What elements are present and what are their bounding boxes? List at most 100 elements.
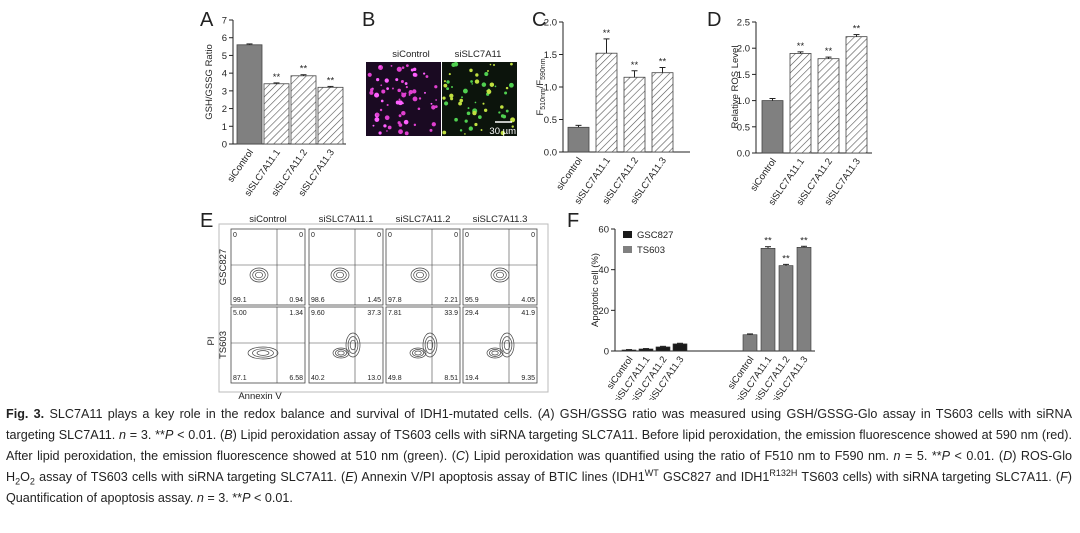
contour: [491, 350, 499, 356]
cell: [374, 92, 380, 98]
cell: [510, 117, 516, 123]
cell: [466, 111, 471, 116]
cell: [403, 119, 409, 125]
caption-part: GSC827 and IDH1: [658, 470, 770, 484]
caption-part: D: [1003, 449, 1013, 463]
flow-plot: [462, 228, 538, 306]
cell: [467, 107, 470, 110]
legend-label: TS603: [637, 245, 665, 256]
contour: [486, 347, 504, 359]
caption-part: WT: [644, 467, 659, 478]
cell: [434, 85, 438, 89]
bar: [621, 349, 637, 352]
cell: [412, 72, 417, 77]
cell: [505, 109, 509, 113]
quadrant-value: 0: [465, 232, 469, 239]
quadrant-value: 13.0: [367, 375, 381, 382]
bar: [760, 248, 776, 352]
cell: [401, 66, 405, 69]
contour: [503, 339, 511, 351]
cell: [461, 96, 463, 99]
bar: [761, 100, 784, 154]
quadrant-value: 0: [388, 232, 392, 239]
cell: [450, 97, 454, 101]
cell: [459, 98, 464, 103]
contour: [347, 336, 359, 354]
quadrant-value: 98.6: [311, 297, 325, 304]
cell: [412, 89, 417, 94]
cell: [489, 82, 495, 87]
contour: [410, 267, 430, 283]
cell: [408, 89, 413, 95]
y-tick-label: 0.0: [737, 149, 750, 160]
contour: [345, 332, 361, 358]
contour: [501, 336, 513, 354]
quadrant-value: 1.34: [289, 310, 303, 317]
y-axis-label: GSH/GSSG Ratio: [204, 44, 215, 120]
cell: [486, 89, 492, 95]
y-tick-label: 0.5: [737, 122, 750, 133]
micrograph: [442, 62, 517, 136]
cell: [395, 78, 399, 82]
y-axis-label-part: /F: [535, 80, 546, 89]
quadrant-value: 41.9: [521, 310, 535, 317]
significance: **: [853, 24, 861, 35]
quadrant-value: 97.8: [388, 297, 402, 304]
cell: [511, 125, 514, 128]
cell: [412, 67, 417, 72]
quadrant-value: 99.1: [233, 297, 247, 304]
flow-plot: [230, 306, 306, 384]
y-tick-label: 1: [222, 122, 227, 133]
quadrant-value: 9.60: [311, 310, 325, 317]
contour: [490, 267, 510, 283]
y-tick-label: 2.5: [737, 18, 750, 29]
cell: [494, 85, 497, 88]
cell: [469, 68, 473, 73]
quadrant-value: 0: [233, 232, 237, 239]
cell: [489, 63, 492, 66]
cell: [397, 88, 401, 93]
x-tick-label: siControl: [748, 156, 779, 193]
caption-part: assay of TS603 cells with siRNA targetin…: [34, 470, 346, 484]
y-tick-label: 60: [598, 225, 609, 236]
caption-part: O: [20, 470, 30, 484]
contour: [335, 349, 347, 357]
contour: [252, 348, 274, 358]
caption-part: TS603 cells) with siRNA targeting SLC7A1…: [797, 470, 1061, 484]
panel-letter: B: [362, 9, 375, 31]
cell: [474, 79, 480, 84]
contour: [422, 332, 438, 358]
cell: [380, 84, 383, 87]
contour: [349, 339, 357, 351]
y-tick-label: 0.5: [544, 115, 557, 126]
significance: **: [782, 253, 790, 264]
panel-letter: A: [200, 9, 214, 31]
cell: [446, 80, 450, 84]
quadrant-value: 2.21: [444, 297, 458, 304]
cell: [400, 80, 404, 84]
cell: [472, 110, 477, 116]
cell: [481, 82, 487, 87]
significance: **: [327, 75, 335, 86]
cell: [367, 72, 372, 77]
bar: [651, 72, 674, 153]
micrograph: [366, 62, 441, 136]
bar: [796, 247, 812, 352]
cell: [370, 88, 374, 92]
y-axis-label-part: F: [535, 110, 546, 116]
quadrant-value: 40.2: [311, 375, 325, 382]
cell: [448, 73, 451, 76]
row-label: GSC827: [218, 249, 229, 285]
cell: [379, 65, 381, 68]
y-tick-label: 3: [222, 86, 227, 97]
y-axis-label-part: 510nm: [540, 88, 547, 110]
cell: [464, 119, 468, 123]
bar: [317, 86, 344, 145]
cell: [378, 65, 384, 70]
cell: [431, 105, 436, 110]
cell: [474, 122, 478, 127]
cell: [434, 105, 438, 109]
cell: [429, 128, 433, 132]
quadrant-value: 0: [377, 232, 381, 239]
bar: [742, 334, 758, 352]
